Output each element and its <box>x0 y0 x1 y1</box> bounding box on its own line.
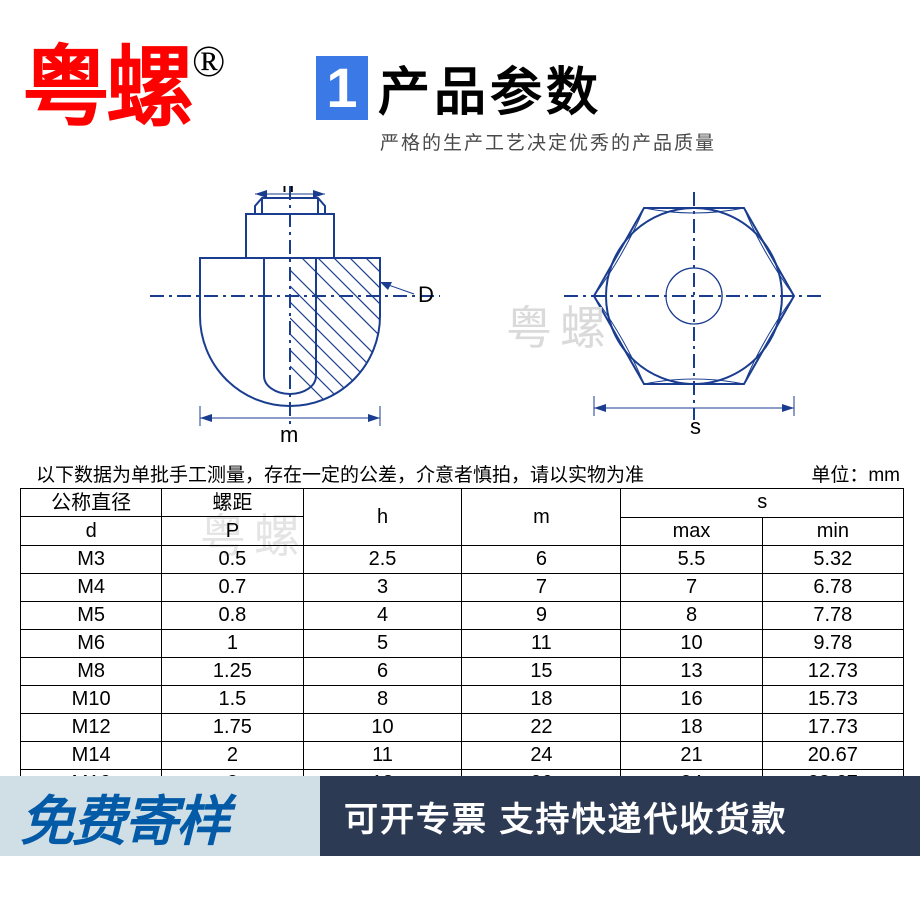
heading-number-badge: 1 <box>316 56 368 120</box>
table-cell: 2.5 <box>303 546 462 574</box>
table-cell: 20.67 <box>762 742 903 770</box>
table-cell: M12 <box>21 714 162 742</box>
table-cell: 21 <box>621 742 762 770</box>
footer-right-panel: 可开专票 支持快递代收货款 <box>320 776 920 856</box>
section-heading: 1 产品参数 <box>316 50 602 125</box>
brand-name: 粤螺 <box>22 44 190 132</box>
table-cell: 24 <box>462 742 621 770</box>
heading-title: 产品参数 <box>378 50 602 125</box>
table-cell: 1.75 <box>162 714 303 742</box>
diagram-label-h: h <box>282 186 294 197</box>
table-cell: 9 <box>462 602 621 630</box>
table-cell: 9.78 <box>762 630 903 658</box>
unit-label: 单位：mm <box>811 460 900 487</box>
table-cell: M8 <box>21 658 162 686</box>
col-header-m: m <box>462 489 621 546</box>
table-cell: 0.5 <box>162 546 303 574</box>
table-cell: 4 <box>303 602 462 630</box>
table-row: M30.52.565.55.32 <box>21 546 904 574</box>
table-cell: M14 <box>21 742 162 770</box>
table-cell: 0.7 <box>162 574 303 602</box>
spec-table: 公称直径 d 螺距 P h m s max min M30.52.565.55.… <box>20 488 904 798</box>
table-cell: 7.78 <box>762 602 903 630</box>
table-cell: 5 <box>303 630 462 658</box>
table-cell: M4 <box>21 574 162 602</box>
watermark: 粤螺 <box>506 292 614 358</box>
table-cell: 1.25 <box>162 658 303 686</box>
table-row: M61511109.78 <box>21 630 904 658</box>
table-cell: 18 <box>621 714 762 742</box>
table-cell: 3 <box>303 574 462 602</box>
diagram-label-D: D <box>418 282 434 307</box>
table-cell: 16 <box>621 686 762 714</box>
col-subheader-p: P <box>162 517 302 545</box>
table-cell: 11 <box>462 630 621 658</box>
table-row: M101.58181615.73 <box>21 686 904 714</box>
table-cell: 5.5 <box>621 546 762 574</box>
table-cell: 8 <box>621 602 762 630</box>
table-cell: 11 <box>303 742 462 770</box>
free-sample-label: 免费寄样 <box>20 777 228 856</box>
table-cell: 8 <box>303 686 462 714</box>
footer-left-panel: 免费寄样 <box>0 776 320 856</box>
diagram-label-s: s <box>690 414 701 439</box>
footer-banner: 免费寄样 可开专票 支持快递代收货款 <box>0 776 920 856</box>
table-cell: 17.73 <box>762 714 903 742</box>
col-header-h: h <box>303 489 462 546</box>
table-cell: M5 <box>21 602 162 630</box>
registered-mark: ® <box>192 36 225 87</box>
table-cell: 6 <box>303 658 462 686</box>
table-cell: 10 <box>621 630 762 658</box>
table-row: M40.73776.78 <box>21 574 904 602</box>
table-cell: 1 <box>162 630 303 658</box>
table-cell: 10 <box>303 714 462 742</box>
col-header-p: 螺距 <box>162 489 302 517</box>
col-header-smax: max <box>621 517 762 546</box>
footer-services-label: 可开专票 支持快递代收货款 <box>344 792 787 841</box>
table-cell: 7 <box>621 574 762 602</box>
table-cell: 13 <box>621 658 762 686</box>
table-cell: 15.73 <box>762 686 903 714</box>
table-cell: M10 <box>21 686 162 714</box>
table-cell: 5.32 <box>762 546 903 574</box>
table-cell: 6 <box>462 546 621 574</box>
heading-subtitle: 严格的生产工艺决定优秀的产品质量 <box>380 128 716 155</box>
col-subheader-d: d <box>21 517 161 545</box>
table-row: M121.7510221817.73 <box>21 714 904 742</box>
table-cell: 0.8 <box>162 602 303 630</box>
table-cell: 2 <box>162 742 303 770</box>
table-cell: 6.78 <box>762 574 903 602</box>
measurement-note: 以下数据为单批手工测量，存在一定的公差，介意者慎拍，请以实物为准 单位：mm <box>36 460 900 487</box>
table-cell: 7 <box>462 574 621 602</box>
table-cell: 1.5 <box>162 686 303 714</box>
col-header-s: s <box>621 489 904 518</box>
technical-diagram: h D m s <box>0 186 920 446</box>
table-cell: 12.73 <box>762 658 903 686</box>
note-text: 以下数据为单批手工测量，存在一定的公差，介意者慎拍，请以实物为准 <box>36 460 644 487</box>
table-cell: 22 <box>462 714 621 742</box>
table-row: M14211242120.67 <box>21 742 904 770</box>
table-header-row: 公称直径 d 螺距 P h m s <box>21 489 904 518</box>
table-cell: M6 <box>21 630 162 658</box>
table-cell: 18 <box>462 686 621 714</box>
table-row: M81.256151312.73 <box>21 658 904 686</box>
table-row: M50.84987.78 <box>21 602 904 630</box>
table-cell: M3 <box>21 546 162 574</box>
col-header-smin: min <box>762 517 903 546</box>
table-cell: 15 <box>462 658 621 686</box>
diagram-label-m: m <box>280 422 298 446</box>
brand-logo: 粤螺 ® <box>22 44 225 132</box>
col-header-d: 公称直径 <box>21 489 161 517</box>
